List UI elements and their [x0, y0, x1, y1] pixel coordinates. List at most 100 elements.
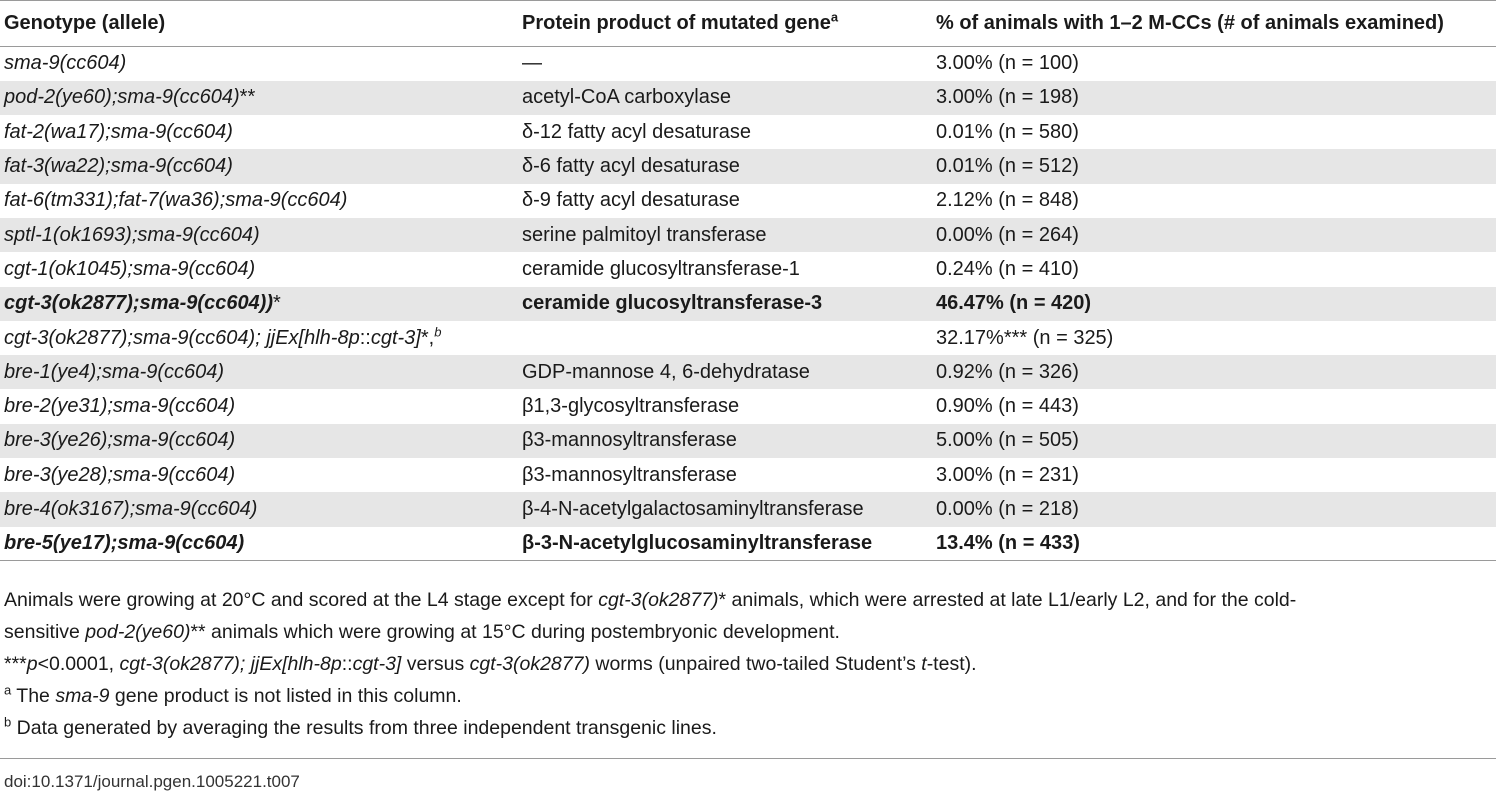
genotype-cell: fat-3(wa22);sma-9(cc604): [0, 149, 518, 184]
genotype-cell: cgt-3(ok2877);sma-9(cc604))*: [0, 286, 518, 321]
protein-cell: GDP-mannose 4, 6-dehydratase: [518, 355, 932, 390]
doi-divider: [0, 758, 1496, 759]
percent-cell: 0.92% (n = 326): [932, 355, 1496, 390]
note-gene: cgt-3(ok2877): [598, 589, 719, 611]
percent-cell: 32.17%*** (n = 325): [936, 326, 1114, 349]
header-protein: Protein product of mutated genea: [518, 0, 932, 47]
note-gene: cgt-3]: [352, 653, 402, 675]
percent-cell: 3.00% (n = 198): [932, 80, 1496, 116]
doi-label: doi:10.1371/journal.pgen.1005221.t007: [4, 772, 300, 791]
genotype-cell: cgt-3(ok2877);sma-9(cc604); jjEx[hlh-8p:…: [0, 321, 518, 355]
percent-cell: 0.01% (n = 580): [936, 120, 1079, 143]
genotype-cell: bre-5(ye17);sma-9(cc604): [0, 526, 518, 562]
percent-cell: 3.00% (n = 231): [936, 463, 1079, 486]
percent-cell: 5.00% (n = 505): [932, 423, 1496, 459]
note-text: gene product is not listed in this colum…: [109, 685, 462, 707]
percent-cell: 0.24% (n = 410): [936, 257, 1079, 280]
protein-cell: β1,3-glycosyltransferase: [522, 395, 740, 418]
genotype-cell: fat-2(wa17);sma-9(cc604): [4, 120, 233, 143]
genotype-suffix: **: [239, 86, 256, 109]
table-row: pod-2(ye60);sma-9(cc604)** acetyl-CoA ca…: [0, 80, 1496, 116]
protein-cell: ceramide glucosyltransferase-1: [522, 257, 800, 280]
note-text: ::: [341, 653, 353, 675]
footnote-general: Animals were growing at 20°C and scored …: [4, 584, 1484, 648]
protein-cell: ceramide glucosyltransferase-3: [518, 286, 932, 321]
header-protein-footnote-mark: a: [830, 9, 839, 25]
percent-cell: 0.00% (n = 218): [932, 492, 1496, 527]
table-row: bre-3(ye26);sma-9(cc604) β3-mannosyltran…: [0, 423, 1496, 459]
percent-cell: 2.12% (n = 848): [936, 189, 1079, 212]
percent-cell: 3.00% (n = 100): [936, 52, 1079, 75]
genotype-cell: pod-2(ye60);sma-9(cc604)**: [0, 80, 518, 116]
table-row: cgt-1(ok1045);sma-9(cc604) ceramide gluc…: [0, 252, 1496, 286]
protein-cell: β-4-N-acetylgalactosaminyltransferase: [518, 492, 932, 527]
genotype-cell: bre-4(ok3167);sma-9(cc604): [0, 492, 518, 527]
table-header-row: Genotype (allele) Protein product of mut…: [0, 0, 1496, 47]
note-text: versus: [401, 653, 470, 675]
protein-cell: δ-12 fatty acyl desaturase: [522, 120, 752, 143]
table-row: bre-3(ye28);sma-9(cc604) β3-mannosyltran…: [0, 458, 1496, 492]
note-text: worms (unpaired two-tailed Student’s: [589, 653, 922, 675]
genotype-cell: bre-3(ye28);sma-9(cc604): [4, 463, 236, 486]
table-row: fat-3(wa22);sma-9(cc604) δ-6 fatty acyl …: [0, 149, 1496, 184]
note-gene: pod-2(ye60): [85, 621, 191, 643]
genotype-text: cgt-3(ok2877);sma-9(cc604); jjEx[hlh-8p: [4, 326, 360, 349]
genotype-cell: fat-6(tm331);fat-7(wa36);sma-9(cc604): [4, 189, 348, 212]
genotype-cell: sma-9(cc604): [4, 52, 127, 75]
header-protein-label: Protein product of mutated gene: [522, 12, 831, 34]
genotype-text: cgt-3(ok2877);sma-9(cc604)): [4, 292, 274, 315]
protein-cell: β3-mannosyltransferase: [522, 463, 737, 486]
genotype-suffix: *,: [420, 326, 435, 349]
table-row: bre-2(ye31);sma-9(cc604) β1,3-glycosyltr…: [0, 389, 1496, 423]
header-percent: % of animals with 1–2 M-CCs (# of animal…: [932, 0, 1496, 47]
table-row-highlighted: bre-5(ye17);sma-9(cc604) β-3-N-acetylglu…: [0, 526, 1496, 562]
table-row: bre-4(ok3167);sma-9(cc604) β-4-N-acetylg…: [0, 492, 1496, 527]
note-gene: cgt-3(ok2877): [469, 653, 590, 675]
protein-cell: δ-6 fatty acyl desaturase: [518, 149, 932, 184]
table-footnotes: Animals were growing at 20°C and scored …: [4, 584, 1484, 744]
note-text: * animals, which were arrested at late L…: [718, 589, 1297, 611]
results-table: Genotype (allele) Protein product of mut…: [0, 0, 1496, 562]
percent-cell: 0.90% (n = 443): [936, 395, 1079, 418]
note-text: sensitive: [4, 621, 86, 643]
protein-cell: β3-mannosyltransferase: [518, 423, 932, 459]
percent-cell: 0.00% (n = 264): [932, 217, 1496, 253]
footnote-b: b Data generated by averaging the result…: [4, 712, 1484, 744]
percent-cell: 0.01% (n = 512): [932, 149, 1496, 184]
genotype-cell: sptl-1(ok1693);sma-9(cc604): [0, 217, 518, 253]
note-gene: sma-9: [55, 685, 110, 707]
footnote-mark: b: [4, 714, 12, 730]
table-row: sptl-1(ok1693);sma-9(cc604) serine palmi…: [0, 217, 1496, 253]
note-text: ** animals which were growing at 15°C du…: [190, 621, 840, 643]
note-text: Animals were growing at 20°C and scored …: [4, 589, 599, 611]
note-text: p: [26, 653, 38, 675]
genotype-footnote-mark: b: [434, 323, 442, 339]
footnote-pvalue: ***p<0.0001, cgt-3(ok2877); jjEx[hlh-8p:…: [4, 648, 1484, 680]
percent-cell: 13.4% (n = 433): [932, 526, 1496, 562]
protein-cell: acetyl-CoA carboxylase: [518, 80, 932, 116]
genotype-cell: cgt-1(ok1045);sma-9(cc604): [4, 257, 256, 280]
note-text: -test).: [926, 653, 977, 675]
protein-cell: —: [522, 52, 542, 75]
genotype-text: pod-2(ye60);sma-9(cc604): [4, 86, 240, 109]
note-gene: cgt-3(ok2877); jjEx[hlh-8p: [119, 653, 342, 675]
note-text: t: [921, 653, 927, 675]
footnote-mark: a: [4, 682, 12, 698]
protein-cell: serine palmitoyl transferase: [518, 217, 932, 253]
genotype-cell: bre-3(ye26);sma-9(cc604): [0, 423, 518, 459]
note-text: Data generated by averaging the results …: [11, 717, 717, 739]
protein-cell: β-3-N-acetylglucosaminyltransferase: [518, 526, 932, 562]
genotype-cell: bre-2(ye31);sma-9(cc604): [4, 395, 236, 418]
note-text: The: [11, 685, 56, 707]
table-row: fat-6(tm331);fat-7(wa36);sma-9(cc604) δ-…: [0, 184, 1496, 218]
table-row-highlighted: cgt-3(ok2877);sma-9(cc604))* ceramide gl…: [0, 286, 1496, 321]
table-wrapper: Genotype (allele) Protein product of mut…: [0, 0, 1496, 562]
genotype-text-end: cgt-3]: [370, 326, 421, 349]
protein-cell: δ-9 fatty acyl desaturase: [522, 189, 740, 212]
note-text: ***: [4, 653, 27, 675]
table-row: fat-2(wa17);sma-9(cc604) δ-12 fatty acyl…: [0, 115, 1496, 149]
genotype-suffix: *: [273, 292, 281, 315]
protein-cell: [518, 321, 932, 355]
table-row: sma-9(cc604) — 3.00% (n = 100): [0, 47, 1496, 81]
table-row: cgt-3(ok2877);sma-9(cc604); jjEx[hlh-8p:…: [0, 321, 1496, 355]
